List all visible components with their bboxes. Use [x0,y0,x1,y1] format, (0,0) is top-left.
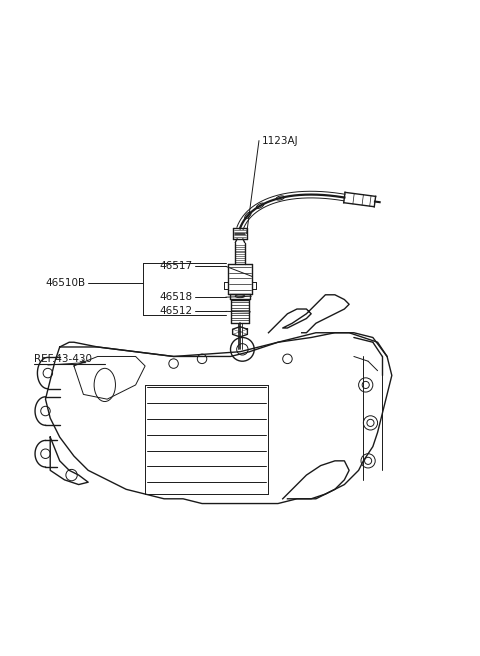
Text: 46512: 46512 [159,306,192,316]
Text: 46517: 46517 [159,261,192,272]
Text: 1123AJ: 1123AJ [261,136,298,146]
Text: 46510B: 46510B [46,278,86,288]
Text: 46518: 46518 [159,292,192,302]
Text: REF.43-430: REF.43-430 [34,354,92,364]
